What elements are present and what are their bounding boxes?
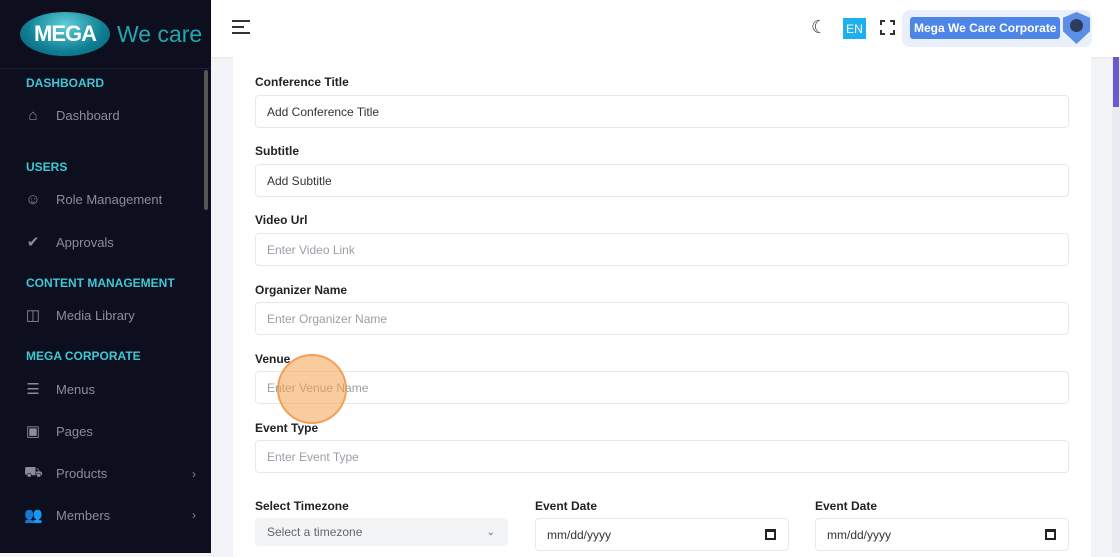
- event-type-input[interactable]: Enter Event Type: [255, 440, 1069, 473]
- sidebar-item-pages[interactable]: ▣ Pages: [24, 422, 196, 440]
- sidebar-item-label: Menus: [56, 381, 96, 397]
- sidebar-scrollbar[interactable]: [204, 70, 208, 210]
- conference-form: Conference Title Add Conference Title Su…: [233, 57, 1091, 557]
- check-icon: ✔: [26, 234, 40, 251]
- cart-icon: ⛟: [24, 464, 43, 481]
- user-icon: ☺: [25, 191, 41, 208]
- video-url-input[interactable]: Enter Video Link: [255, 233, 1069, 266]
- event-type-label: Event Type: [255, 421, 319, 435]
- sidebar-item-label: Pages: [56, 423, 93, 439]
- conference-title-label: Conference Title: [255, 75, 349, 89]
- organizer-label: Organizer Name: [255, 283, 348, 297]
- sidebar-item-products[interactable]: ⛟ Products ›: [24, 464, 196, 483]
- chevron-down-icon: ⌄: [486, 526, 495, 538]
- section-mega-corporate: MEGA CORPORATE: [26, 349, 141, 363]
- sidebar-item-media-library[interactable]: ◫ Media Library: [24, 306, 196, 324]
- event-date-input[interactable]: mm/dd/yyyy: [535, 518, 789, 551]
- sidebar-item-members[interactable]: 👥 Members ›: [24, 506, 196, 524]
- topbar: ☾ EN Mega We Care Corporate: [211, 0, 1120, 57]
- date-placeholder: mm/dd/yyyy: [547, 527, 612, 542]
- language-button[interactable]: EN: [843, 18, 866, 39]
- sidebar-item-label: Members: [56, 507, 111, 523]
- organizer-input[interactable]: Enter Organizer Name: [255, 302, 1069, 335]
- subtitle-input[interactable]: Add Subtitle: [255, 164, 1069, 197]
- timezone-value: Select a timezone: [267, 525, 363, 539]
- org-switcher[interactable]: Mega We Care Corporate: [902, 10, 1092, 47]
- sidebar-item-label: Approvals: [56, 234, 114, 250]
- calendar-icon[interactable]: [1045, 529, 1056, 540]
- sidebar-item-label: Role Management: [56, 192, 163, 207]
- fullscreen-icon[interactable]: [879, 19, 896, 36]
- logo-mark: MEGA: [20, 12, 110, 56]
- event-date-label: Event Date: [535, 499, 598, 513]
- page-scrollbar[interactable]: [1112, 57, 1120, 553]
- sidebar-item-label: Media Library: [56, 307, 135, 323]
- sidebar-item-label: Dashboard: [56, 108, 120, 123]
- calendar-icon[interactable]: [765, 529, 776, 540]
- scrollbar-thumb[interactable]: [1113, 57, 1119, 107]
- venue-label: Venue: [255, 352, 291, 366]
- sidebar: MEGA We care DASHBOARD ⌂ Dashboard USERS …: [0, 0, 211, 553]
- subtitle-label: Subtitle: [255, 144, 299, 158]
- event-date-label-2: Event Date: [815, 499, 878, 513]
- timezone-select[interactable]: Select a timezone ⌄: [255, 518, 508, 546]
- section-dashboard: DASHBOARD: [26, 76, 104, 90]
- org-badge: Mega We Care Corporate: [910, 17, 1061, 39]
- section-users: USERS: [26, 160, 68, 174]
- video-url-label: Video Url: [255, 213, 308, 227]
- sidebar-item-label: Products: [56, 466, 108, 481]
- timezone-label: Select Timezone: [255, 499, 349, 513]
- camera-icon: ◫: [25, 307, 41, 324]
- home-icon: ⌂: [28, 107, 38, 124]
- logo-text: We care: [117, 20, 203, 47]
- hamburger-icon[interactable]: [232, 20, 250, 38]
- users-icon: 👥: [24, 507, 43, 524]
- sidebar-item-approvals[interactable]: ✔ Approvals: [24, 233, 196, 251]
- date-placeholder: mm/dd/yyyy: [827, 527, 892, 542]
- menu-icon: ☰: [26, 381, 40, 398]
- venue-input[interactable]: Enter Venue Name: [255, 371, 1069, 404]
- logo[interactable]: MEGA We care: [0, 0, 211, 69]
- sidebar-item-role-management[interactable]: ☺ Role Management: [24, 191, 196, 208]
- chevron-right-icon: ›: [192, 466, 196, 481]
- sidebar-item-menus[interactable]: ☰ Menus: [24, 380, 196, 398]
- chevron-right-icon: ›: [192, 508, 196, 522]
- moon-icon[interactable]: ☾: [811, 17, 828, 37]
- conference-title-input[interactable]: Add Conference Title: [255, 95, 1069, 128]
- layout-icon: ▣: [25, 423, 41, 440]
- section-content-management: CONTENT MANAGEMENT: [26, 276, 175, 290]
- sidebar-item-dashboard[interactable]: ⌂ Dashboard: [24, 107, 196, 124]
- event-date-input-2[interactable]: mm/dd/yyyy: [815, 518, 1069, 551]
- click-indicator: [277, 354, 347, 424]
